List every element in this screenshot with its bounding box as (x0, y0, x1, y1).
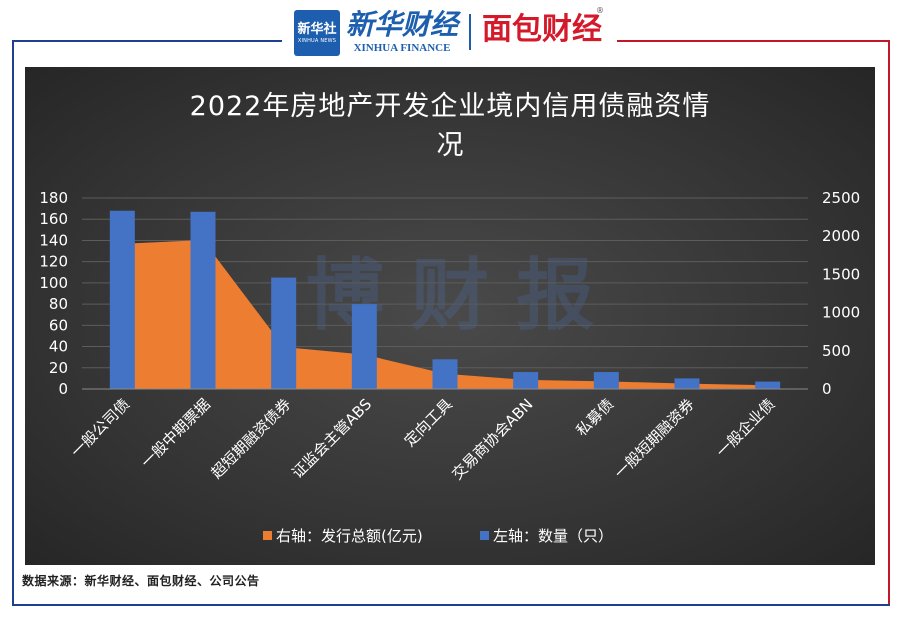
legend-swatch-area (263, 531, 272, 540)
bar (271, 277, 297, 389)
right-axis-tick-label: 1000 (822, 304, 860, 322)
mianbao-logo: 面包财经 (482, 12, 602, 47)
x-axis-category-label: 超短期融资债券 (208, 395, 295, 482)
logo-separator (469, 14, 471, 50)
brand-cn: 新华财经 (346, 8, 459, 41)
chart-title-line2: 况 (437, 130, 464, 161)
chart-watermark: 博 财 报 (306, 251, 594, 341)
legend-label-bar: 左轴：数量（只） (493, 527, 613, 545)
registered-mark: ® (596, 6, 604, 15)
bar (109, 210, 135, 389)
x-axis-category-label: 一般短期融资券 (611, 395, 698, 482)
frame-line-top-right (617, 40, 890, 42)
bar-layer (109, 210, 781, 389)
bar (190, 211, 216, 389)
left-axis-tick-label: 100 (39, 274, 68, 292)
chart-title-line1: 2022年房地产开发企业境内信用债融资情 (190, 91, 711, 122)
x-axis-category-label: 一般公司债 (67, 395, 133, 461)
left-axis-tick-label: 0 (58, 380, 68, 398)
x-axis-category-label: 一般企业债 (713, 395, 779, 461)
x-axis-category-label: 交易商协会ABN (448, 395, 536, 483)
left-axis-tick-label: 60 (49, 316, 68, 334)
x-axis-category-label: 私募债 (573, 395, 618, 440)
legend: 右轴：发行总额(亿元) 左轴：数量（只） (263, 527, 613, 545)
bar (593, 372, 619, 389)
source-note: 数据来源：新华财经、面包财经、公司公告 (22, 574, 260, 588)
legend-swatch-bar (480, 531, 489, 540)
left-axis-tick-label: 180 (39, 189, 68, 207)
xinhua-finance-logo: 新华财经 XINHUA FINANCE (346, 8, 458, 54)
chart-svg: 博 财 报 0 20 40 60 80 100 120 140 160 180 0 500 1000 15… (39, 91, 860, 545)
bar (674, 378, 700, 389)
xinhua-logo-text: 新华社 (297, 21, 337, 37)
bar (432, 359, 458, 389)
left-axis-tick-label: 160 (39, 210, 68, 228)
chart-panel: 博 财 报 0 20 40 60 80 100 120 140 160 180 0 500 1000 15… (25, 67, 875, 565)
left-axis-tick-label: 40 (49, 338, 68, 356)
right-axis-tick-label: 2000 (822, 227, 860, 245)
right-axis-tick-label: 0 (822, 380, 832, 398)
frame-line-bottom (12, 604, 890, 606)
frame-line-top-left (12, 40, 282, 42)
right-axis-tick-label: 500 (822, 342, 851, 360)
left-axis-tick-label: 120 (39, 253, 68, 271)
bar (351, 304, 377, 389)
brand-en: XINHUA FINANCE (353, 42, 451, 54)
x-axis-category-label: 定向工具 (401, 395, 456, 450)
bar (513, 372, 539, 389)
bar (755, 381, 781, 389)
left-axis-tick-label: 80 (49, 295, 68, 313)
left-axis-tick-label: 20 (49, 359, 68, 377)
frame-line-left (12, 40, 14, 605)
x-axis-category-label: 一般中期票据 (137, 395, 213, 471)
legend-label-area: 右轴：发行总额(亿元) (276, 527, 423, 545)
frame-line-right (888, 40, 890, 605)
left-axis-tick-label: 140 (39, 231, 68, 249)
x-axis-category-label: 证监会主管ABS (288, 395, 375, 482)
right-axis-tick-label: 1500 (822, 265, 860, 283)
xinhua-logo-en: XINHUA NEWS (297, 37, 337, 44)
right-axis-tick-label: 2500 (822, 189, 860, 207)
xinhua-logo: 新华社 XINHUA NEWS (294, 10, 340, 56)
